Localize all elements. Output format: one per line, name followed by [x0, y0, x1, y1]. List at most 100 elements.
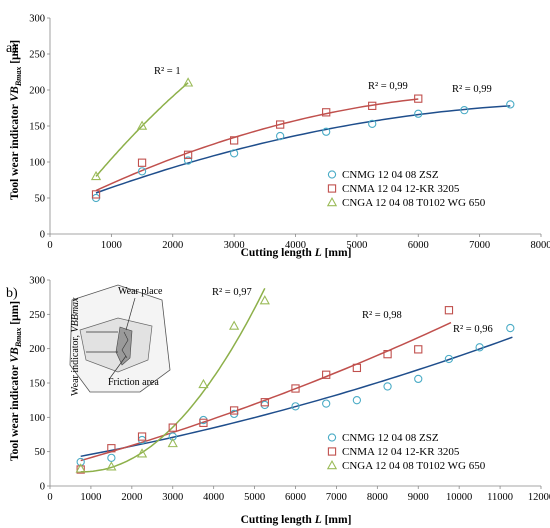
x-tick-label-b: 8000	[367, 492, 388, 503]
data-point-b-square	[291, 384, 300, 393]
legend-label-b-triangle: CNGA 12 04 08 T0102 WG 650	[342, 460, 486, 472]
wear-zone-shape	[115, 326, 133, 366]
data-point-b-circle	[291, 402, 300, 411]
data-point-b-triangle	[106, 461, 117, 471]
data-point-b-triangle	[259, 295, 270, 305]
x-tick-label-a: 3000	[224, 240, 245, 251]
data-point-b-triangle	[75, 463, 86, 473]
x-tick-label-b: 4000	[203, 492, 224, 503]
data-point-a-circle	[368, 119, 377, 128]
legend-label-a-triangle: CNGA 12 04 08 T0102 WG 650	[342, 197, 486, 209]
data-point-a-circle	[183, 156, 193, 165]
x-tick-label-b: 0	[47, 492, 52, 503]
legend-marker-b-triangle	[326, 459, 338, 470]
data-point-a-square	[229, 136, 239, 145]
data-point-a-circle	[506, 100, 515, 109]
data-point-a-circle	[229, 149, 239, 158]
data-point-b-square	[414, 345, 423, 354]
legend-marker-b-circle	[327, 433, 337, 442]
trend-line-a-triangle	[95, 82, 189, 177]
data-point-b-circle	[414, 374, 423, 384]
data-point-b-circle	[352, 396, 362, 405]
chart-panel-a: a) Tool wear indicator VBBmax [μm] Cutti…	[6, 14, 550, 260]
data-point-b-square	[199, 418, 208, 427]
data-point-b-square	[383, 350, 392, 359]
trend-line-a-square	[95, 98, 419, 192]
x-axis-label-b: Cutting length L [mm]	[241, 514, 352, 526]
x-axis-label-a: Cutting length L [mm]	[241, 247, 352, 259]
y-tick-label-a: 100	[29, 158, 45, 169]
data-point-b-square	[444, 306, 454, 315]
x-tick-label-b: 2000	[121, 492, 142, 503]
data-point-b-triangle	[167, 437, 178, 448]
data-point-b-circle	[444, 354, 454, 364]
legend-marker-a-triangle	[326, 196, 338, 207]
y-tick-label-b: 100	[29, 413, 45, 424]
data-point-b-square	[168, 423, 177, 432]
data-point-b-square	[137, 432, 147, 441]
data-point-a-circle	[414, 109, 423, 118]
y-tick-label-b: 0	[40, 482, 45, 493]
panel-label-b: b)	[6, 286, 18, 301]
data-point-a-triangle	[90, 170, 102, 181]
data-point-b-circle	[107, 453, 116, 462]
y-tick-label-b: 150	[29, 379, 45, 390]
legend-label-a-square: CNMA 12 04 12-KR 3205	[342, 183, 460, 195]
x-tick-label-b: 7000	[326, 492, 347, 503]
r2-label-a-circle: R² = 0,99	[452, 84, 492, 95]
x-tick-label-b: 5000	[244, 492, 265, 503]
data-point-b-circle	[260, 400, 269, 410]
data-point-a-square	[137, 158, 147, 167]
r2-label-a-triangle: R² = 1	[154, 66, 181, 77]
legend-label-a-circle: CNMG 12 04 08 ZSZ	[342, 169, 439, 181]
data-point-b-square	[107, 444, 116, 453]
y-tick-label-b: 300	[29, 276, 45, 287]
data-point-a-square	[183, 150, 193, 159]
x-tick-label-a: 6000	[408, 240, 429, 251]
data-point-a-triangle	[182, 77, 194, 87]
wear-inset-illustration: Wear place Friction area Wear indicator,…	[69, 284, 171, 396]
x-tick-label-b: 10000	[446, 492, 472, 503]
data-point-a-square	[322, 108, 331, 117]
data-point-b-square	[322, 370, 331, 379]
x-tick-label-a: 0	[47, 240, 52, 251]
y-tick-label-a: 200	[29, 86, 45, 97]
y-tick-label-b: 50	[35, 447, 46, 458]
wear-place-pointer	[125, 297, 136, 331]
trend-line-b-triangle	[80, 287, 266, 473]
y-axis-label-a: Tool wear indicator VBBmax [μm]	[9, 40, 23, 200]
insert-face-shape	[79, 317, 153, 373]
x-tick-label-a: 5000	[346, 240, 367, 251]
y-tick-label-b: 200	[29, 344, 45, 355]
x-tick-label-a: 4000	[285, 240, 306, 251]
x-tick-label-a: 1000	[101, 240, 122, 251]
data-point-b-circle	[383, 382, 392, 391]
trend-line-a-circle	[95, 105, 511, 194]
data-point-a-circle	[276, 131, 285, 141]
x-tick-label-a: 2000	[162, 240, 183, 251]
data-point-b-circle	[506, 323, 515, 333]
legend-marker-a-circle	[327, 170, 337, 179]
data-point-a-circle	[460, 106, 469, 115]
data-point-b-triangle	[198, 378, 209, 389]
data-point-b-circle	[475, 343, 484, 352]
friction-area-label: Friction area	[108, 377, 159, 388]
data-point-b-square	[352, 363, 362, 373]
chart-panel-b: b) Tool wear indicator VBBmax [μm] Cutti…	[6, 276, 550, 527]
y-tick-label-a: 300	[29, 14, 45, 25]
r2-label-a-square: R² = 0,99	[368, 81, 408, 92]
data-point-b-triangle	[136, 448, 148, 458]
y-tick-label-a: 0	[40, 230, 45, 241]
data-point-b-square	[76, 465, 85, 474]
x-tick-label-a: 7000	[469, 240, 490, 251]
wear-place-label: Wear place	[118, 286, 163, 297]
legend-label-b-square: CNMA 12 04 12-KR 3205	[342, 446, 460, 458]
legend-marker-b-square	[327, 447, 337, 456]
x-tick-label-b: 11000	[487, 492, 513, 503]
y-axis-label-b: Tool wear indicator VBBmax [μm]	[9, 301, 23, 461]
data-point-a-circle	[137, 167, 147, 176]
x-tick-label-b: 3000	[162, 492, 183, 503]
wear-indicator-label: Wear indicator, VBBmax	[70, 297, 81, 396]
